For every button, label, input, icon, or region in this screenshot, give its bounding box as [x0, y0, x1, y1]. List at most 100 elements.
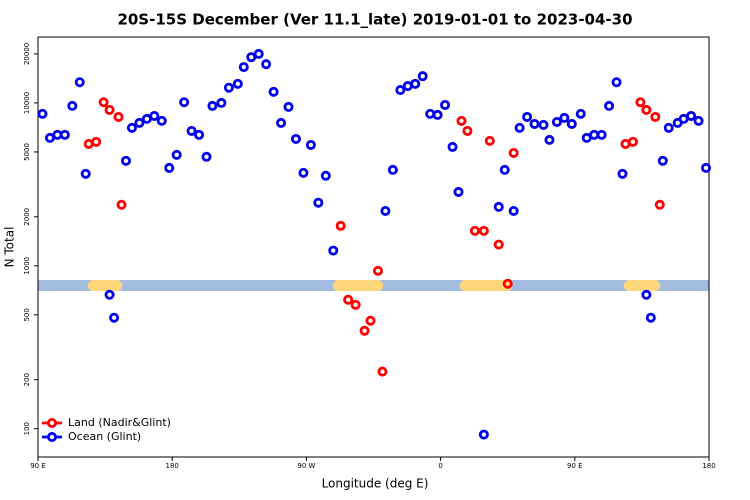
legend-marker — [47, 417, 58, 428]
point — [453, 186, 464, 197]
point — [529, 118, 540, 129]
point — [164, 162, 175, 173]
point — [395, 85, 406, 96]
point — [654, 199, 665, 210]
point — [514, 122, 525, 133]
point — [328, 245, 339, 256]
point — [462, 125, 473, 136]
point — [320, 170, 331, 181]
x-tick-label: 90 E — [30, 462, 46, 470]
point — [484, 135, 495, 146]
point — [98, 97, 109, 108]
point — [343, 294, 354, 305]
point — [502, 278, 513, 289]
point — [432, 109, 443, 120]
point — [544, 134, 555, 145]
point — [701, 162, 712, 173]
point — [350, 299, 361, 310]
point — [499, 164, 510, 175]
point — [232, 78, 243, 89]
point — [377, 366, 388, 377]
point — [113, 111, 124, 122]
point — [59, 129, 70, 140]
point — [551, 116, 562, 127]
point — [238, 62, 249, 73]
plot-frame — [37, 36, 710, 458]
point — [365, 315, 376, 326]
point — [156, 115, 167, 126]
point — [575, 108, 586, 119]
point — [207, 100, 218, 111]
point — [201, 151, 212, 162]
point — [635, 97, 646, 108]
point — [627, 136, 638, 147]
y-tick-label: 1000 — [23, 257, 31, 275]
point — [261, 59, 272, 70]
y-tick-label: 5000 — [23, 143, 31, 161]
point — [559, 112, 570, 123]
x-tick-label: 180 — [702, 462, 715, 470]
x-tick-label: 0 — [438, 462, 442, 470]
y-tick-label: 500 — [23, 308, 31, 321]
point — [335, 220, 346, 231]
point — [596, 129, 607, 140]
point — [253, 48, 264, 59]
legend-marker — [47, 431, 58, 442]
point — [508, 147, 519, 158]
y-tick-label: 100 — [23, 422, 31, 435]
point — [37, 108, 48, 119]
x-tick-label: 180 — [166, 462, 179, 470]
point — [604, 100, 615, 111]
point — [313, 197, 324, 208]
point — [372, 265, 383, 276]
point — [440, 99, 451, 110]
point — [617, 168, 628, 179]
point — [447, 141, 458, 152]
y-tick-label: 200 — [23, 373, 31, 386]
point — [493, 239, 504, 250]
surface-strip — [38, 280, 709, 291]
point — [387, 164, 398, 175]
point — [641, 289, 652, 300]
point — [116, 199, 127, 210]
point — [641, 104, 652, 115]
point — [456, 115, 467, 126]
point — [149, 110, 160, 121]
point — [134, 117, 145, 128]
y-axis-label: N Total — [3, 227, 17, 268]
point — [693, 115, 704, 126]
point — [508, 206, 519, 217]
point — [283, 101, 294, 112]
point — [657, 155, 668, 166]
point — [194, 129, 205, 140]
point — [359, 325, 370, 336]
legend-label: Ocean (Glint) — [68, 430, 141, 443]
point — [425, 108, 436, 119]
point — [126, 122, 137, 133]
point — [290, 133, 301, 144]
point — [417, 71, 428, 82]
point — [645, 312, 656, 323]
point — [104, 289, 115, 300]
point — [663, 122, 674, 133]
point — [276, 117, 287, 128]
point — [104, 104, 115, 115]
y-tick-label: 10000 — [23, 92, 31, 114]
point — [268, 86, 279, 97]
legend: Land (Nadir&Glint)Ocean (Glint) — [42, 416, 171, 443]
point — [171, 149, 182, 160]
point — [566, 118, 577, 129]
point — [246, 52, 257, 63]
point — [298, 167, 309, 178]
point — [650, 111, 661, 122]
x-tick-label: 90 E — [567, 462, 583, 470]
y-tick-label: 20000 — [23, 43, 31, 65]
point — [469, 225, 480, 236]
point — [80, 168, 91, 179]
y-tick-label: 2000 — [23, 208, 31, 226]
point — [186, 125, 197, 136]
point — [120, 155, 131, 166]
point — [380, 206, 391, 217]
point — [305, 139, 316, 150]
